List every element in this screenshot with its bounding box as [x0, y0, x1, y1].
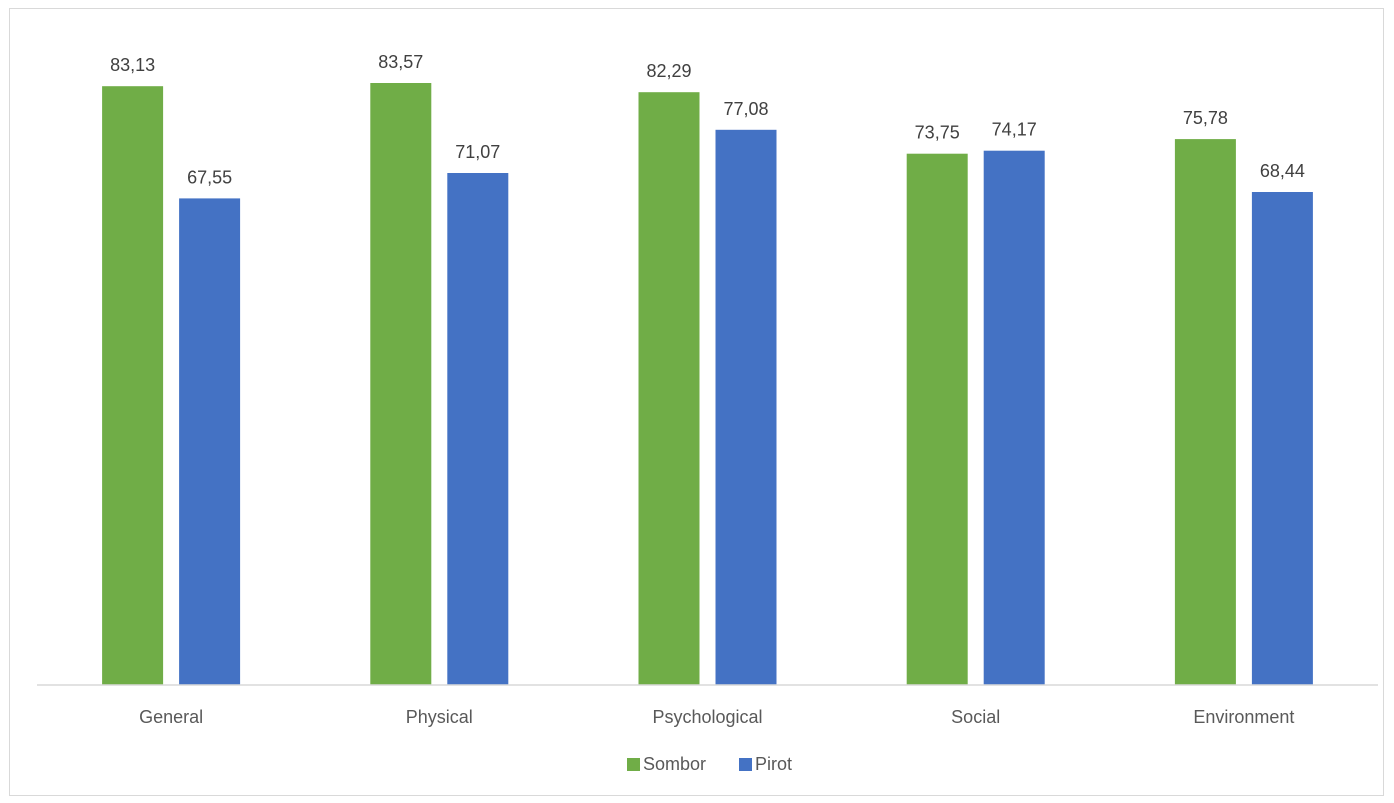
data-label-sombor-physical: 83,57 [378, 52, 423, 72]
category-label-social: Social [951, 707, 1000, 727]
bar-pirot-physical [447, 173, 509, 685]
bar-pirot-general [179, 198, 241, 685]
legend: Sombor Pirot [627, 754, 792, 774]
legend-swatch-pirot [739, 758, 752, 771]
bar-sombor-psychological [638, 92, 700, 685]
bar-sombor-environment [1174, 139, 1236, 686]
data-label-sombor-social: 73,75 [915, 123, 960, 143]
data-label-pirot-psychological: 77,08 [723, 99, 768, 119]
bar-sombor-physical [370, 83, 432, 685]
bars-group [102, 83, 1313, 686]
legend-label-sombor: Sombor [643, 754, 706, 774]
data-label-sombor-psychological: 82,29 [646, 61, 691, 81]
data-label-pirot-environment: 68,44 [1260, 161, 1305, 181]
data-label-pirot-general: 67,55 [187, 167, 232, 187]
data-label-sombor-environment: 75,78 [1183, 108, 1228, 128]
category-label-environment: Environment [1193, 707, 1294, 727]
bar-pirot-psychological [715, 129, 777, 686]
legend-label-pirot: Pirot [755, 754, 792, 774]
bar-pirot-social [983, 150, 1045, 685]
data-label-sombor-general: 83,13 [110, 55, 155, 75]
data-label-pirot-social: 74,17 [992, 120, 1037, 140]
category-label-general: General [139, 707, 203, 727]
category-label-psychological: Psychological [652, 707, 762, 727]
value-labels-group: 83,13 67,55 83,57 71,07 82,29 77,08 73,75 74,17… [110, 52, 1305, 187]
category-label-physical: Physical [406, 707, 473, 727]
bar-pirot-environment [1251, 192, 1313, 685]
data-label-pirot-physical: 71,07 [455, 142, 500, 162]
category-labels-group: General Physical Psychological Social Enviro… [139, 707, 1294, 727]
bar-sombor-general [102, 86, 164, 685]
bar-sombor-social [906, 153, 968, 685]
legend-swatch-sombor [627, 758, 640, 771]
